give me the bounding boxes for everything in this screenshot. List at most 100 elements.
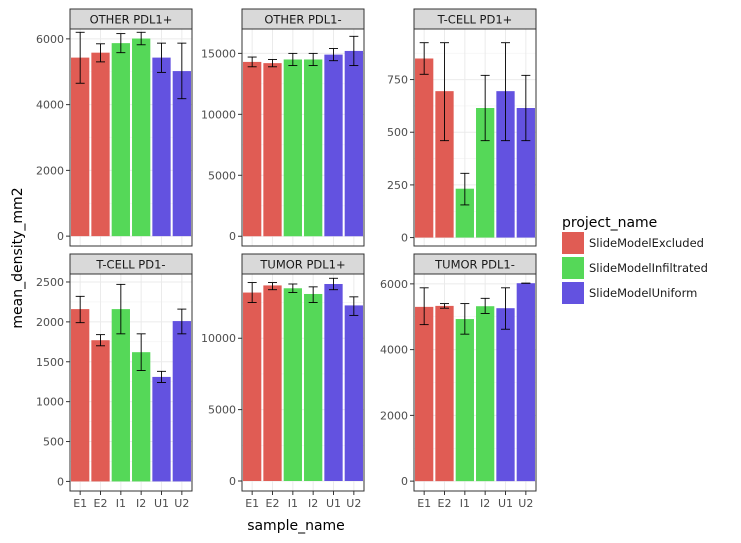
bar — [152, 376, 171, 482]
y-tick-label: 6000 — [380, 278, 408, 291]
y-tick-label: 500 — [387, 126, 408, 139]
bar — [516, 283, 535, 482]
error-bar — [136, 31, 146, 46]
error-bar — [440, 42, 449, 142]
y-tick-label: 250 — [387, 179, 408, 192]
bar — [132, 38, 151, 237]
plot-background — [242, 274, 364, 491]
x-tick-label: I1 — [116, 497, 126, 510]
error-bar — [480, 297, 490, 314]
panel-border — [69, 273, 193, 492]
bar — [435, 305, 454, 482]
error-bar — [460, 303, 470, 335]
error-bar — [75, 31, 85, 84]
legend-swatch — [562, 282, 584, 304]
error-bar — [460, 172, 470, 206]
y-tick-label: 10000 — [201, 332, 236, 345]
x-tick-label: I2 — [308, 497, 318, 510]
bar — [172, 71, 191, 237]
bar — [71, 309, 90, 482]
error-bar — [501, 287, 510, 330]
error-bar — [177, 42, 187, 100]
bar — [344, 305, 363, 482]
x-tick-label: U2 — [518, 497, 533, 510]
legend-title: project_name — [562, 215, 657, 231]
x-tick-label: E2 — [94, 497, 108, 510]
facet-panel: OTHER PDL1+ 0 2000 4000 6000 — [36, 8, 193, 247]
legend-entry: SlideModelInfiltrated — [562, 257, 708, 279]
bar — [415, 58, 434, 238]
y-tick-label: 15000 — [201, 47, 236, 60]
panel-border — [413, 28, 537, 247]
y-tick-label: 1500 — [36, 356, 64, 369]
bar — [263, 285, 282, 482]
y-tick-label: 500 — [43, 436, 64, 449]
panel-border — [413, 273, 537, 492]
y-tick-label: 0 — [229, 230, 236, 243]
legend: project_name SlideModelExcluded SlideMode… — [562, 215, 708, 304]
facet-panel: T-CELL PD1- 0 500 1000 1500 2000 2500 E1 E2 I1 I2 U… — [36, 253, 193, 510]
bar — [304, 59, 323, 237]
bar — [263, 63, 282, 237]
legend-label: SlideModelUniform — [589, 286, 697, 300]
y-tick-label: 2000 — [36, 164, 64, 177]
error-bar — [96, 334, 105, 347]
x-axis-title: sample_name — [247, 518, 345, 534]
bar — [516, 108, 535, 238]
x-tick-label: E1 — [245, 497, 259, 510]
facet-panel: TUMOR PDL1+ 0 5000 10000 E1 E2 I1 I2 U1 U2 — [201, 253, 365, 510]
y-axis-title: mean_density_mm2 — [10, 187, 26, 328]
x-tick-label: I2 — [136, 497, 146, 510]
error-bar — [268, 282, 277, 291]
y-tick-label: 750 — [387, 74, 408, 87]
y-tick-label: 0 — [57, 475, 64, 488]
bar — [496, 308, 515, 482]
error-bar — [308, 52, 318, 67]
error-bar — [440, 303, 449, 309]
x-tick-label: U1 — [326, 497, 341, 510]
bar — [243, 292, 262, 482]
bar — [476, 306, 495, 482]
x-tick-label: I2 — [480, 497, 490, 510]
legend-label: SlideModelExcluded — [589, 236, 704, 250]
x-tick-label: E1 — [417, 497, 431, 510]
error-bar — [116, 33, 126, 54]
legend-label: SlideModelInfiltrated — [589, 261, 708, 275]
legend-swatch — [562, 257, 584, 279]
error-bar — [247, 56, 257, 68]
error-bar — [308, 286, 318, 304]
error-bar — [521, 74, 531, 142]
error-bar — [247, 282, 257, 304]
x-tick-label: E2 — [266, 497, 280, 510]
bar — [415, 306, 434, 482]
bar — [132, 352, 151, 482]
x-tick-label: E1 — [73, 497, 87, 510]
bar — [91, 52, 110, 237]
plot-background — [70, 274, 192, 491]
bar — [324, 283, 343, 482]
y-tick-label: 2500 — [36, 276, 64, 289]
x-tick-label: I1 — [460, 497, 470, 510]
bar — [455, 188, 474, 238]
panel-border — [69, 28, 193, 247]
y-tick-label: 2000 — [36, 316, 64, 329]
error-bar — [329, 48, 338, 62]
bar — [243, 61, 262, 237]
facet-strip-label: T-CELL PD1- — [95, 258, 165, 272]
bar — [324, 54, 343, 237]
error-bar — [288, 52, 298, 67]
error-bar — [157, 42, 166, 73]
legend-entry: SlideModelUniform — [562, 282, 697, 304]
error-bar — [96, 43, 105, 63]
error-bar — [419, 287, 429, 326]
y-tick-label: 4000 — [36, 99, 64, 112]
error-bar — [329, 277, 338, 291]
plot-background — [414, 29, 536, 246]
facet-panel: OTHER PDL1- 0 5000 10000 15000 — [201, 8, 365, 247]
y-tick-label: 0 — [57, 230, 64, 243]
bar — [435, 91, 454, 238]
facet-panel: T-CELL PD1+ 0 250 500 750 — [387, 8, 537, 247]
bar — [111, 309, 130, 482]
